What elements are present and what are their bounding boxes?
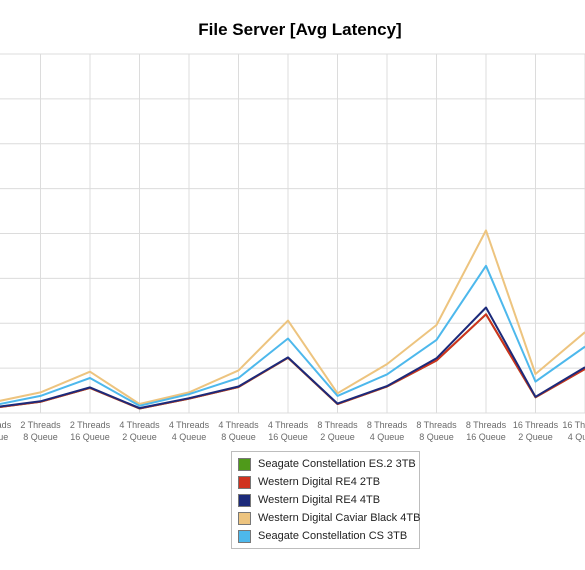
legend-item[interactable]: Western Digital RE4 4TB — [232, 491, 419, 509]
x-tick-label: 4 Threads 4 Queue — [169, 420, 210, 442]
series-line-2 — [0, 306, 585, 410]
legend-swatch — [238, 457, 251, 471]
x-tick-label: 16 Threads 2 Queue — [513, 420, 559, 442]
x-tick-label: 2 Threads 8 Queue — [20, 420, 61, 442]
x-tick-label: 8 Threads 2 Queue — [317, 420, 358, 442]
series-line-3 — [0, 229, 585, 405]
chart-grid — [0, 53, 585, 414]
x-tick-label: 8 Threads 4 Queue — [367, 420, 408, 442]
x-tick-label: 8 Threads 16 Queue — [466, 420, 507, 442]
legend-swatch — [238, 475, 251, 489]
legend-label: Western Digital RE4 4TB — [258, 494, 381, 506]
legend-label: Seagate Constellation CS 3TB — [258, 530, 408, 542]
chart-lines — [0, 229, 585, 410]
x-tick-label: 2 Threads 16 Queue — [70, 420, 111, 442]
chart-title: File Server [Avg Latency] — [198, 20, 401, 39]
legend-swatch — [238, 493, 251, 507]
x-tick-label: 4 Threads 2 Queue — [119, 420, 160, 442]
legend-item[interactable]: Western Digital Caviar Black 4TB — [232, 509, 421, 527]
legend-swatch — [238, 511, 251, 525]
legend-item[interactable]: Western Digital RE4 2TB — [232, 473, 419, 491]
legend-item[interactable]: Seagate Constellation ES.2 3TB — [232, 455, 419, 473]
x-tick-label: 8 Threads 8 Queue — [416, 420, 457, 442]
series-line-4 — [0, 264, 585, 407]
chart-legend: Seagate Constellation ES.2 3TB Western Di… — [231, 451, 420, 549]
legend-item[interactable]: Seagate Constellation CS 3TB — [232, 527, 419, 545]
legend-label: Seagate Constellation ES.2 3TB — [258, 458, 416, 470]
x-tick-label: 4 Threads 16 Queue — [268, 420, 309, 442]
legend-swatch — [238, 529, 251, 543]
legend-label: Western Digital Caviar Black 4TB — [258, 512, 421, 524]
x-tick-label: 4 Threads 8 Queue — [218, 420, 259, 442]
legend-label: Western Digital RE4 2TB — [258, 476, 381, 488]
